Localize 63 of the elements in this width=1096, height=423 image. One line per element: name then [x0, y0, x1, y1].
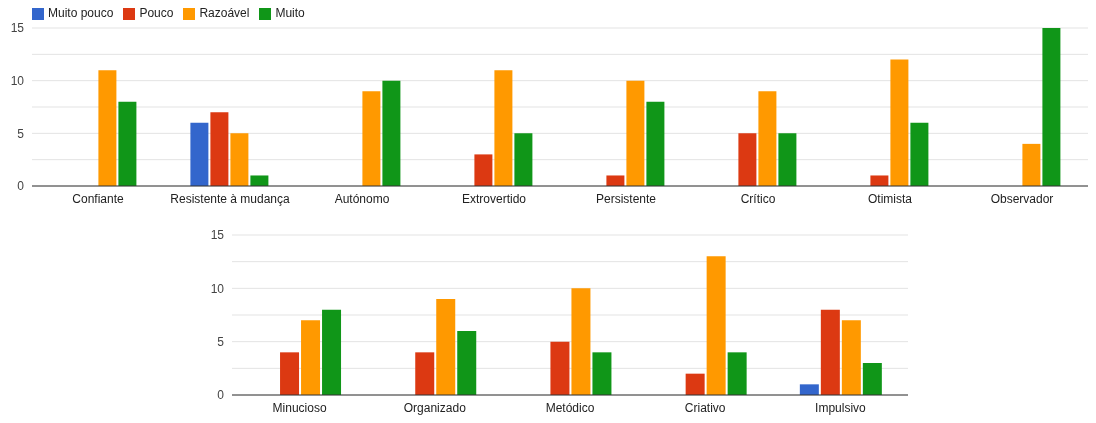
bar — [514, 133, 533, 186]
bar — [799, 384, 819, 395]
bar — [706, 256, 726, 395]
bar — [841, 320, 861, 395]
x-tick-label: Persistente — [595, 191, 657, 206]
x-tick-label: Criativo — [684, 400, 726, 415]
bar — [870, 175, 889, 186]
x-tick-label: Metódico — [545, 400, 595, 415]
y-tick-label: 15 — [210, 228, 225, 243]
bar — [190, 122, 209, 186]
bar — [890, 59, 909, 186]
bar — [322, 309, 342, 395]
bar — [738, 133, 757, 186]
bar — [250, 175, 269, 186]
bar — [550, 341, 570, 395]
y-tick-label: 10 — [10, 73, 25, 88]
x-tick-label: Organizado — [403, 400, 467, 415]
bar — [210, 112, 229, 186]
bar — [494, 70, 513, 186]
bar — [382, 80, 401, 186]
bar — [230, 133, 249, 186]
y-tick-label: 5 — [17, 126, 25, 141]
bar — [474, 154, 493, 186]
bar — [1042, 28, 1061, 186]
x-tick-label: Confiante — [72, 191, 125, 206]
bar — [301, 320, 321, 395]
legend-label: Razoável — [199, 6, 250, 20]
bar — [820, 309, 840, 395]
bar — [98, 70, 117, 186]
legend-label: Muito pouco — [48, 6, 114, 20]
bar — [362, 91, 381, 186]
y-tick-label: 10 — [210, 281, 225, 296]
bar — [758, 91, 777, 186]
bar — [626, 80, 645, 186]
bar — [592, 352, 612, 395]
y-tick-label: 0 — [217, 388, 225, 403]
y-tick-label: 5 — [217, 334, 225, 349]
x-tick-label: Observador — [990, 191, 1054, 206]
bar — [685, 373, 705, 395]
y-tick-label: 15 — [10, 21, 25, 36]
bar — [571, 288, 591, 395]
bar — [646, 101, 665, 186]
x-tick-label: Impulsivo — [815, 400, 867, 415]
bar — [1022, 143, 1041, 186]
bar — [910, 122, 929, 186]
bar — [727, 352, 747, 395]
bar — [862, 363, 882, 395]
bar — [778, 133, 797, 186]
bar — [415, 352, 435, 395]
y-tick-label: 0 — [17, 179, 25, 194]
bar — [457, 331, 477, 395]
bar — [606, 175, 625, 186]
x-tick-label: Autónomo — [334, 191, 390, 206]
legend-label: Muito — [275, 6, 305, 20]
x-tick-label: Resistente à mudança — [170, 191, 291, 206]
x-tick-label: Otimista — [867, 191, 913, 206]
x-tick-label: Minucioso — [272, 400, 327, 415]
bar — [436, 299, 456, 395]
legend-label: Pouco — [139, 6, 174, 20]
bar — [280, 352, 300, 395]
x-tick-label: Crítico — [740, 191, 776, 206]
bar — [118, 101, 137, 186]
x-tick-label: Extrovertido — [461, 191, 527, 206]
